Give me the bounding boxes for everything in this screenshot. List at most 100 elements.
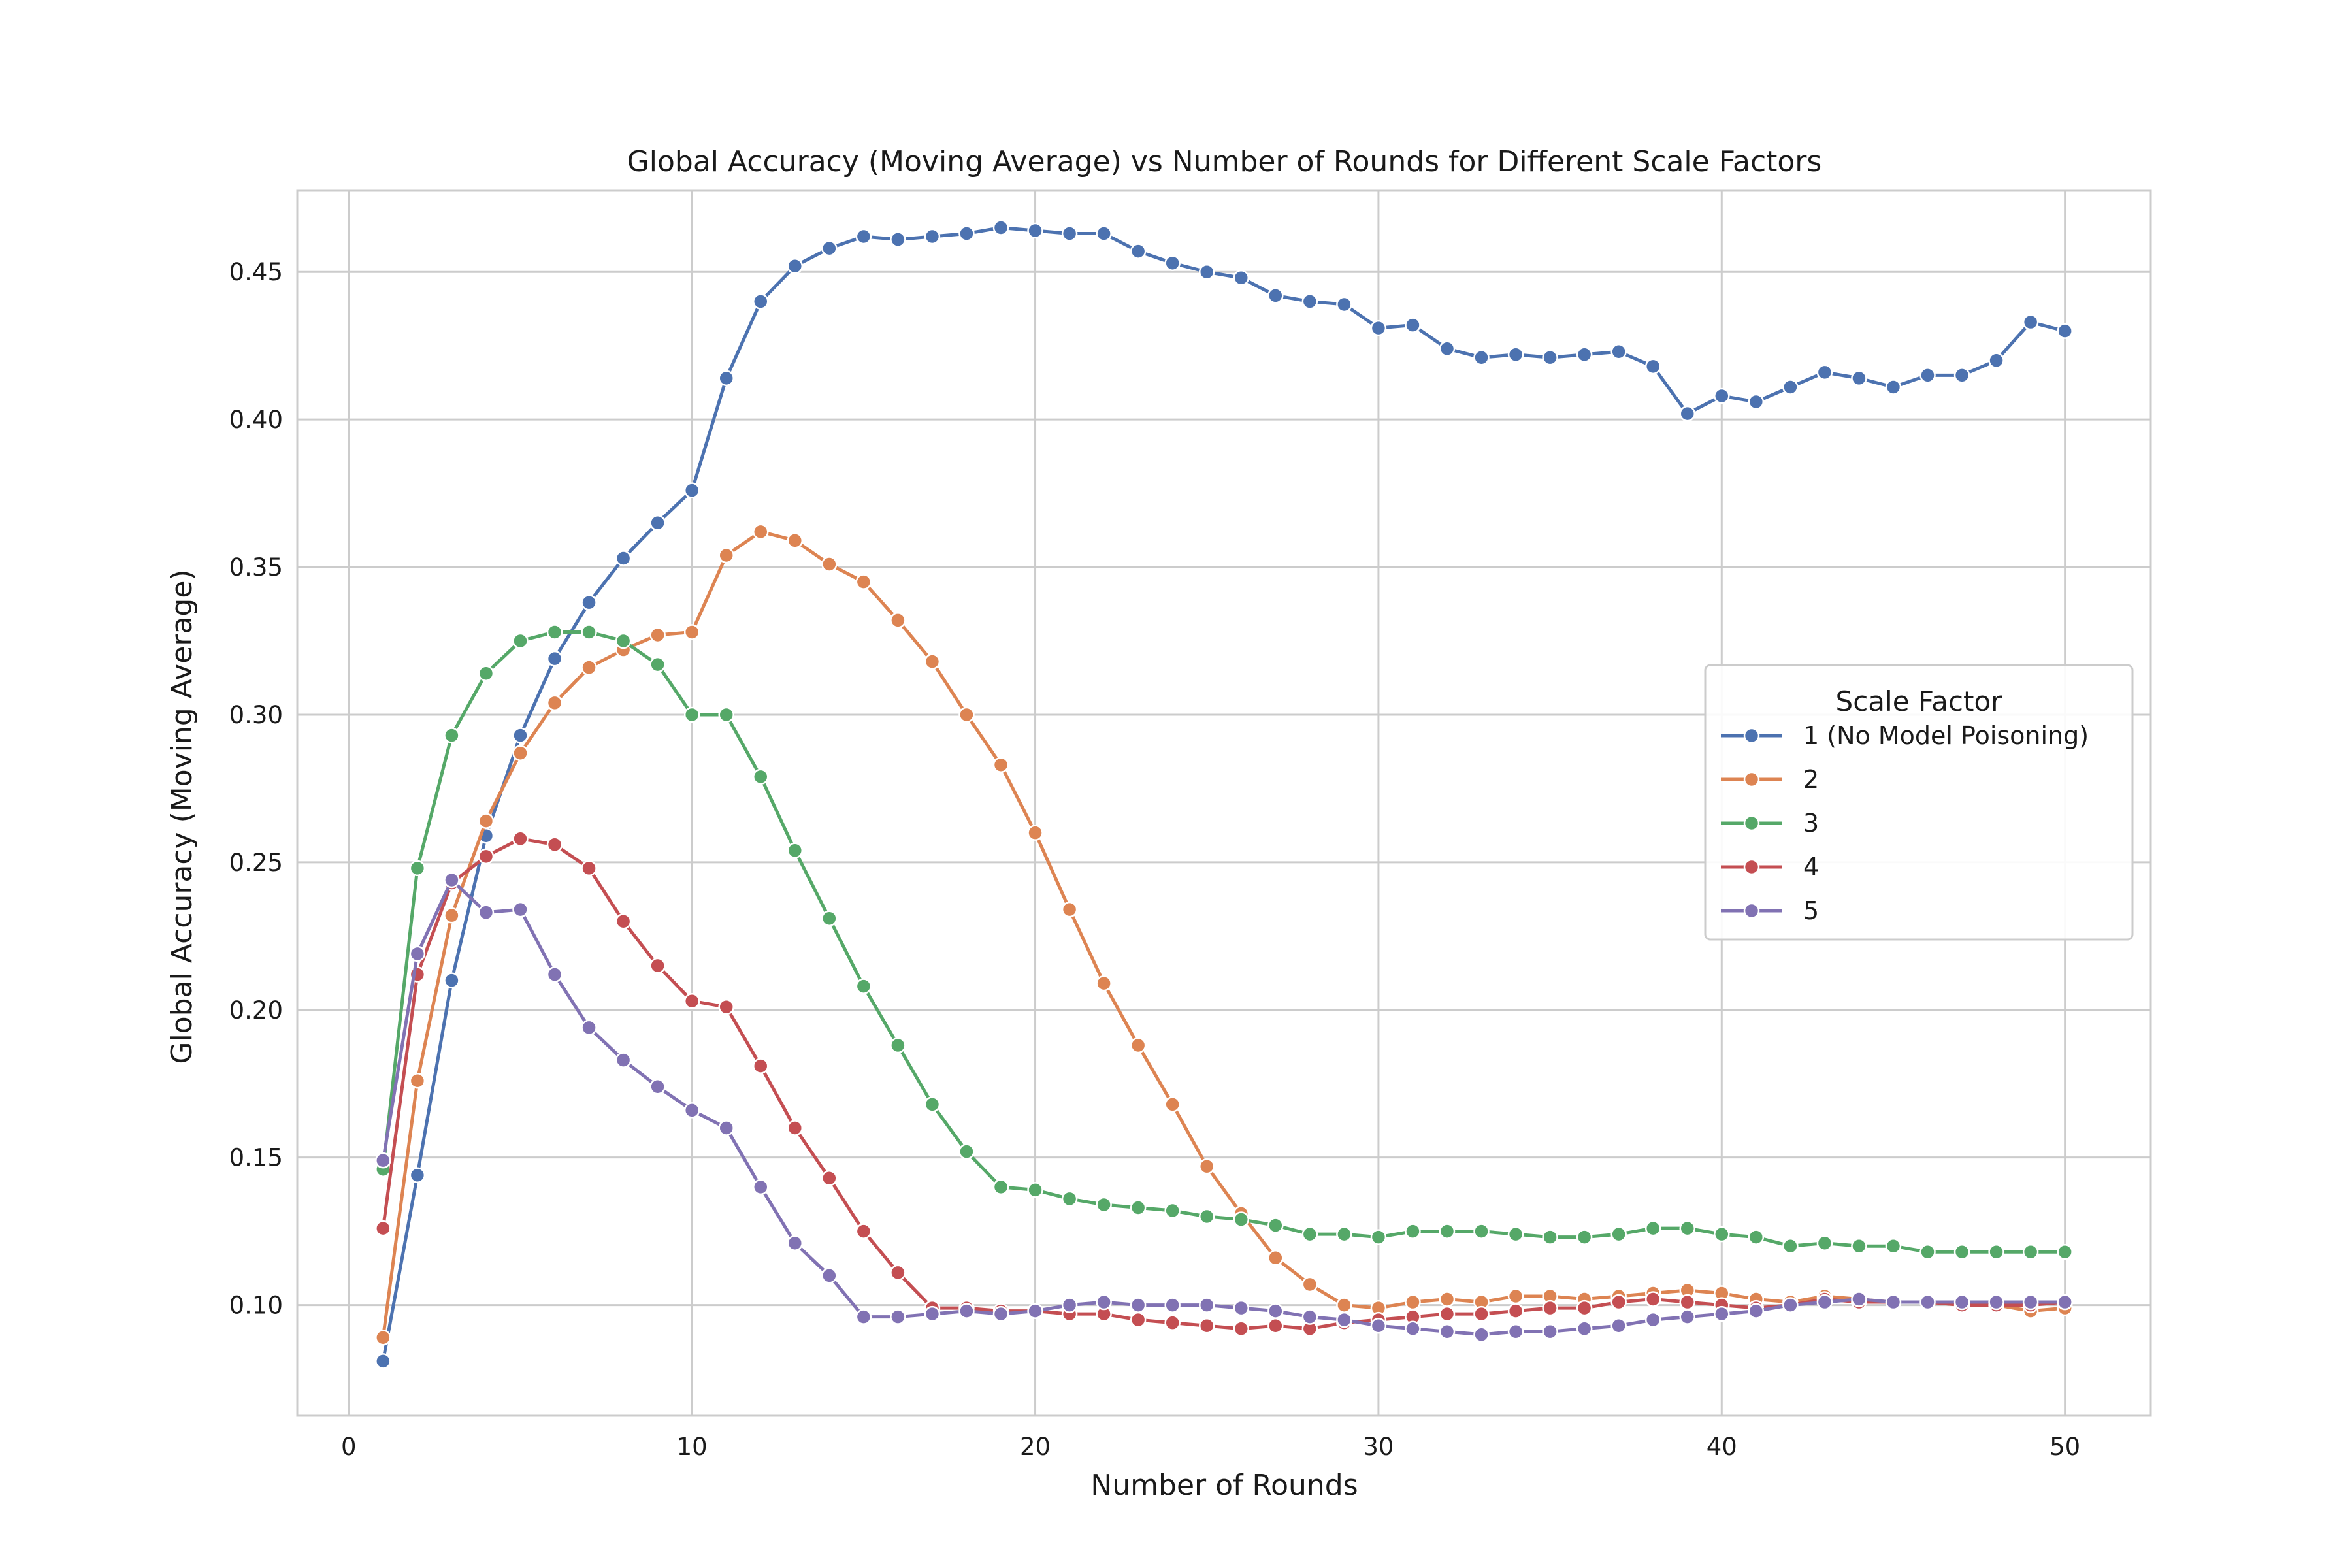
data-point — [546, 694, 563, 711]
data-point — [1301, 1309, 1318, 1325]
legend-marker — [1743, 771, 1760, 788]
data-point — [512, 901, 529, 918]
data-point — [1336, 296, 1352, 313]
data-point — [890, 1037, 906, 1054]
data-point — [1130, 1297, 1147, 1313]
data-point — [1130, 1200, 1147, 1216]
data-point — [649, 656, 666, 673]
data-point — [1748, 1229, 1765, 1245]
data-point — [409, 1167, 426, 1184]
plot-frame — [296, 189, 2152, 1417]
data-point — [375, 1330, 391, 1346]
data-point — [375, 1353, 391, 1369]
data-point — [1301, 293, 1318, 310]
data-point — [1644, 358, 1661, 375]
legend-label: 4 — [1803, 853, 1819, 881]
data-point — [649, 627, 666, 644]
data-point — [1096, 1294, 1112, 1311]
legend-marker — [1743, 727, 1760, 744]
data-point — [478, 904, 495, 921]
data-point — [1953, 367, 1970, 384]
data-point — [409, 1072, 426, 1089]
data-point — [1714, 387, 1730, 404]
data-point — [375, 1220, 391, 1237]
data-point — [1679, 1309, 1695, 1325]
data-point — [753, 293, 769, 310]
x-tick-label: 10 — [677, 1433, 708, 1461]
data-point — [1267, 1317, 1284, 1334]
data-point — [821, 1170, 838, 1186]
data-point — [478, 813, 495, 829]
legend-label: 2 — [1803, 765, 1819, 794]
data-point — [1851, 1291, 1867, 1307]
data-point — [1988, 1243, 2004, 1260]
data-point — [1096, 1196, 1112, 1213]
data-point — [855, 228, 872, 245]
data-point — [615, 632, 632, 649]
data-point — [2022, 1294, 2039, 1311]
data-point — [1405, 1223, 1421, 1239]
data-point — [1405, 1294, 1421, 1311]
data-point — [1061, 225, 1078, 242]
data-point — [615, 1052, 632, 1068]
data-point — [753, 768, 769, 785]
data-point — [924, 1305, 941, 1322]
data-point — [1301, 1226, 1318, 1243]
data-point — [1576, 1229, 1593, 1245]
legend-item: 4 — [1721, 853, 1819, 881]
data-point — [1576, 346, 1593, 363]
data-point — [1164, 1096, 1181, 1113]
data-point — [581, 860, 597, 877]
data-point — [924, 653, 941, 670]
data-point — [1370, 1317, 1387, 1334]
data-point — [1164, 1297, 1181, 1313]
series-layer — [375, 220, 2073, 1369]
data-point — [787, 257, 804, 274]
data-point — [1027, 825, 1043, 841]
data-point — [1610, 1294, 1627, 1311]
data-point — [1439, 1305, 1456, 1322]
legend-marker — [1743, 815, 1760, 832]
data-point — [375, 1152, 391, 1169]
data-point — [1061, 1297, 1078, 1313]
data-point — [1233, 1299, 1250, 1316]
data-point — [1919, 1294, 1936, 1311]
data-point — [1473, 350, 1490, 366]
data-point — [1027, 1182, 1043, 1198]
data-point — [615, 913, 632, 930]
legend-label: 1 (No Model Poisoning) — [1803, 721, 2089, 750]
data-point — [649, 1078, 666, 1095]
y-tick-label: 0.20 — [229, 996, 283, 1024]
data-point — [1164, 255, 1181, 271]
data-point — [1473, 1305, 1490, 1322]
data-point — [1096, 225, 1112, 242]
data-point — [1851, 370, 1867, 387]
data-point — [1816, 364, 1833, 381]
data-point — [546, 650, 563, 667]
data-point — [512, 727, 529, 743]
y-tick-label: 0.30 — [229, 701, 283, 729]
data-point — [683, 1102, 700, 1119]
data-point — [1816, 1294, 1833, 1311]
data-point — [718, 706, 734, 723]
data-point — [1164, 1202, 1181, 1219]
y-tick-label: 0.40 — [229, 406, 283, 434]
data-point — [1542, 350, 1558, 366]
y-tick-label: 0.10 — [229, 1292, 283, 1320]
data-point — [1644, 1291, 1661, 1307]
legend-item: 3 — [1721, 809, 1819, 838]
data-point — [478, 848, 495, 865]
data-point — [444, 907, 460, 924]
legend-item: 5 — [1721, 896, 1819, 925]
data-point — [1988, 1294, 2004, 1311]
data-point — [1198, 263, 1215, 280]
data-point — [855, 1309, 872, 1325]
x-tick-label: 40 — [1707, 1433, 1737, 1461]
data-point — [546, 624, 563, 640]
data-point — [1027, 222, 1043, 239]
data-point — [1953, 1243, 1970, 1260]
data-point — [787, 1235, 804, 1251]
data-point — [1336, 1226, 1352, 1243]
data-point — [855, 978, 872, 994]
legend-title: Scale Factor — [1836, 685, 2003, 717]
